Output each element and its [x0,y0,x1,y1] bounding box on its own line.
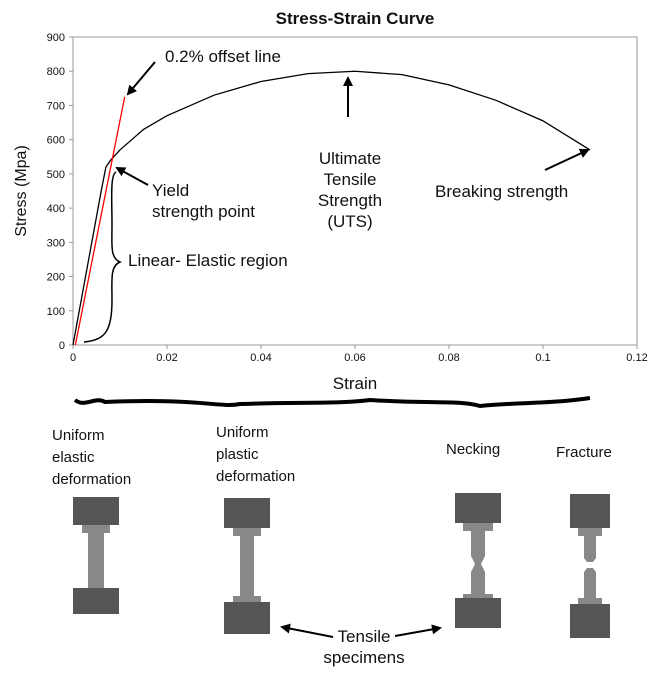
annotation: Tensile [324,170,377,189]
annotation: Yield [152,181,189,200]
annotation: (UTS) [327,212,372,231]
annotation: Strength [318,191,382,210]
specimen-caption: specimens [323,648,404,667]
specimen-label: Necking [446,441,500,458]
specimen-labels: Uniform elastic deformation Uniform plastic d… [52,424,612,667]
x-tick-label: 0.1 [535,352,550,364]
y-tick-label: 900 [47,32,65,44]
data-line [72,70,591,346]
x-tick-label: 0.08 [438,352,459,364]
y-tick-label: 300 [47,237,65,249]
specimen-drawings [73,493,610,638]
chart-title: Stress-Strain Curve [276,9,435,28]
annotation: Breaking strength [435,182,568,201]
x-tick-label: 0.12 [626,352,647,364]
specimen-label: Fracture [556,444,612,461]
y-axis-label: Stress (Mpa) [13,145,30,237]
x-axis-label: Strain [333,374,377,393]
specimen-label: deformation [52,471,131,488]
x-tick-label: 0.04 [250,352,271,364]
annotation-arrows [73,61,591,638]
annotation: Linear- Elastic region [128,251,288,270]
y-tick-label: 600 [47,135,65,147]
y-tick-label: 700 [47,100,65,112]
annotation: Ultimate [319,149,381,168]
y-tick-label: 100 [47,306,65,318]
x-tick-label: 0.02 [156,352,177,364]
y-tick-label: 0 [59,340,65,352]
specimen-caption: Tensile [338,627,391,646]
y-tick-label: 500 [47,169,65,181]
annotations: 0.2% offset line Yield strength point Linea… [128,47,568,270]
annotation: strength point [152,202,255,221]
y-tick-label: 400 [47,203,65,215]
plot: 0 100 200 300 400 500 600 700 800 900 0 0.02 0.04 0.0… [47,32,648,364]
specimen-label: Uniform [216,424,269,441]
y-tick-label: 800 [47,66,65,78]
x-tick-label: 0.06 [344,352,365,364]
specimen-label: plastic [216,446,259,463]
specimen-label: deformation [216,468,295,485]
specimen-label: elastic [52,449,95,466]
data-line [74,96,126,346]
specimen-label: Uniform [52,427,105,444]
x-tick-label: 0 [70,352,76,364]
y-tick-label: 200 [47,272,65,284]
annotation: 0.2% offset line [165,47,281,66]
